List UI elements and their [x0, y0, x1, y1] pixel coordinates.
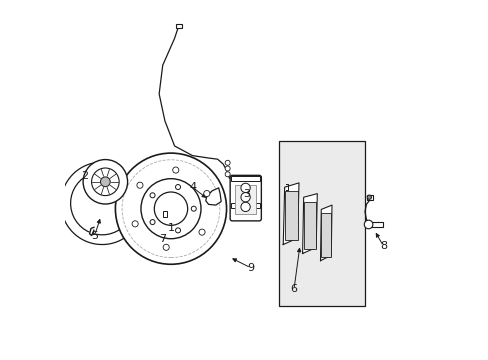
Circle shape — [161, 210, 167, 216]
Circle shape — [115, 153, 226, 264]
Bar — [278, 140, 364, 306]
Circle shape — [83, 159, 127, 204]
Bar — [175, 24, 182, 28]
Circle shape — [364, 220, 372, 229]
FancyBboxPatch shape — [230, 175, 261, 221]
Bar — [303, 202, 316, 249]
Text: 5: 5 — [91, 231, 98, 240]
Bar — [163, 211, 166, 217]
Text: 6: 6 — [290, 284, 297, 294]
Circle shape — [100, 177, 110, 187]
Circle shape — [224, 160, 230, 165]
Text: 7: 7 — [159, 234, 166, 244]
Polygon shape — [61, 162, 143, 244]
Circle shape — [203, 190, 209, 197]
Circle shape — [191, 206, 196, 211]
Bar — [284, 191, 297, 240]
Circle shape — [150, 220, 155, 225]
Bar — [368, 222, 382, 227]
Bar — [366, 195, 372, 200]
Circle shape — [241, 202, 250, 212]
Circle shape — [366, 195, 371, 199]
Circle shape — [154, 192, 187, 225]
Circle shape — [137, 182, 142, 188]
Circle shape — [122, 160, 220, 258]
Circle shape — [241, 193, 250, 202]
Polygon shape — [205, 188, 221, 205]
Bar — [235, 185, 255, 214]
Circle shape — [175, 185, 180, 189]
Circle shape — [172, 167, 179, 173]
Circle shape — [132, 221, 138, 227]
Polygon shape — [283, 183, 298, 244]
Text: 1: 1 — [167, 224, 174, 233]
Circle shape — [224, 166, 230, 171]
Bar — [230, 176, 260, 181]
Bar — [321, 213, 330, 257]
Bar — [230, 203, 260, 208]
Text: 9: 9 — [247, 263, 254, 273]
Polygon shape — [320, 205, 331, 261]
Text: 8: 8 — [379, 241, 386, 251]
Circle shape — [150, 193, 155, 198]
Circle shape — [199, 229, 204, 235]
Text: 3: 3 — [243, 189, 249, 199]
Circle shape — [224, 172, 230, 177]
Circle shape — [91, 168, 119, 195]
Circle shape — [141, 179, 201, 239]
Polygon shape — [302, 194, 317, 253]
Circle shape — [175, 228, 180, 233]
Text: 2: 2 — [81, 171, 88, 181]
Circle shape — [163, 244, 169, 250]
Polygon shape — [89, 227, 94, 235]
Circle shape — [241, 183, 250, 193]
Text: 4: 4 — [188, 182, 196, 192]
